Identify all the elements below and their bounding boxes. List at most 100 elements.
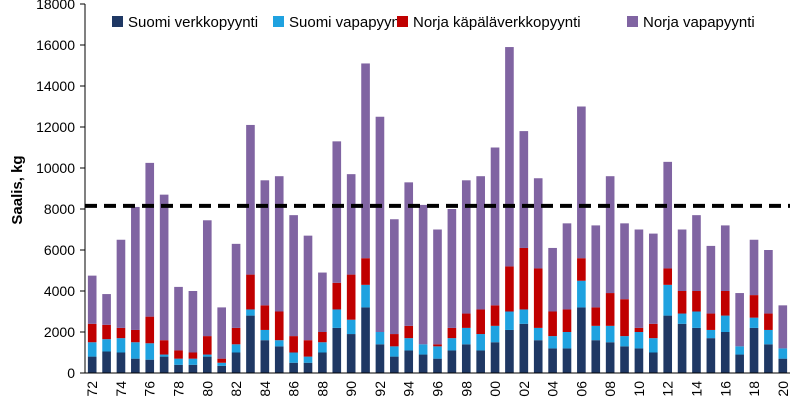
bar-segment (447, 350, 457, 373)
legend-label: Norja käpäläverkkopyynti (413, 14, 581, 31)
bar-segment (533, 268, 543, 328)
bar-segment (346, 174, 356, 275)
bar-segment (433, 229, 442, 345)
bars (87, 47, 788, 373)
bar-segment (404, 182, 414, 326)
bar-segment (562, 223, 572, 310)
bar-segment (649, 352, 658, 373)
bar-segment (102, 339, 111, 352)
bar-segment (418, 204, 428, 345)
bar-segment (102, 351, 111, 373)
x-tick-label: 90 (343, 381, 359, 397)
bar-segment (476, 334, 485, 351)
bar-segment (505, 266, 514, 312)
bar-segment (260, 180, 270, 306)
x-tick-label: 92 (372, 381, 388, 397)
bar-segment (476, 176, 485, 310)
bar-segment (634, 327, 644, 332)
bar-segment (620, 336, 629, 347)
y-tick-label: 4000 (44, 283, 75, 299)
bar-segment (174, 350, 183, 359)
bar-segment (260, 340, 270, 373)
bar-segment (390, 346, 399, 357)
bar-segment (303, 356, 313, 363)
bar-segment (159, 340, 169, 355)
legend-swatch (273, 16, 284, 27)
bar-segment (318, 332, 327, 343)
bar-segment (548, 311, 557, 337)
bar-segment (131, 358, 140, 373)
bar-segment (720, 315, 730, 332)
y-tick-label: 16000 (36, 37, 75, 53)
x-tick-label: 20 (775, 381, 791, 397)
x-tick-label: 00 (487, 381, 503, 397)
bar-segment (577, 280, 586, 308)
bar-segment (346, 319, 356, 335)
bar-segment (188, 352, 198, 359)
bar-segment (519, 247, 529, 310)
bar-segment (289, 362, 298, 373)
x-tick-label: 74 (113, 381, 129, 397)
bar-segment (562, 332, 572, 349)
bar-segment (663, 284, 673, 316)
bar-segment (692, 215, 701, 291)
bar-segment (332, 309, 342, 328)
bar-segment (145, 343, 155, 360)
bar-segment (346, 274, 356, 320)
bar-segment (490, 305, 500, 326)
bar-segment (519, 323, 529, 373)
bar-segment (447, 209, 457, 328)
bar-segment (87, 356, 97, 373)
bar-segment (533, 327, 543, 341)
bar-segment (778, 348, 788, 359)
bar-segment (461, 313, 471, 328)
bar-segment (102, 324, 111, 340)
bar-segment (404, 350, 414, 373)
bar-segment (202, 336, 212, 355)
bar-segment (332, 141, 342, 283)
bar-segment (217, 362, 226, 366)
bar-segment (533, 340, 543, 373)
x-tick-label: 86 (286, 381, 302, 397)
bar-segment (548, 336, 557, 349)
bar-segment (418, 354, 428, 373)
bar-segment (764, 250, 773, 314)
bar-segment (749, 295, 759, 318)
y-tick-label: 18000 (36, 0, 75, 12)
bar-segment (289, 336, 298, 353)
bar-segment (476, 350, 485, 373)
bar-segment (274, 311, 284, 341)
bar-segment (188, 364, 198, 373)
x-tick-label: 98 (458, 381, 474, 397)
legend-label: Suomi verkkopyynti (128, 14, 258, 31)
bar-segment (634, 229, 644, 328)
bar-segment (706, 245, 716, 314)
bar-segment (217, 358, 226, 363)
bar-segment (562, 309, 572, 332)
bar-segment (332, 327, 342, 373)
bar-segment (591, 340, 601, 373)
bar-segment (663, 315, 673, 373)
bar-segment (505, 311, 514, 330)
bar-segment (246, 309, 255, 316)
bar-segment (548, 348, 557, 373)
bar-segment (375, 116, 385, 332)
bar-segment (159, 194, 169, 341)
bar-segment (735, 346, 744, 355)
bar-segment (274, 176, 284, 312)
y-tick-label: 2000 (44, 324, 75, 340)
bar-segment (231, 243, 241, 328)
x-tick-label: 96 (430, 381, 446, 397)
bar-segment (346, 334, 356, 373)
bar-segment (447, 327, 457, 339)
x-tick-label: 08 (602, 381, 618, 397)
bar-segment (361, 258, 370, 285)
bar-segment (692, 311, 701, 328)
bar-segment (749, 239, 759, 296)
x-tick-label: 10 (631, 381, 647, 397)
bar-segment (188, 358, 198, 365)
bar-segment (390, 219, 399, 335)
bar-segment (289, 215, 298, 337)
bar-segment (159, 356, 169, 373)
bar-segment (217, 307, 226, 359)
